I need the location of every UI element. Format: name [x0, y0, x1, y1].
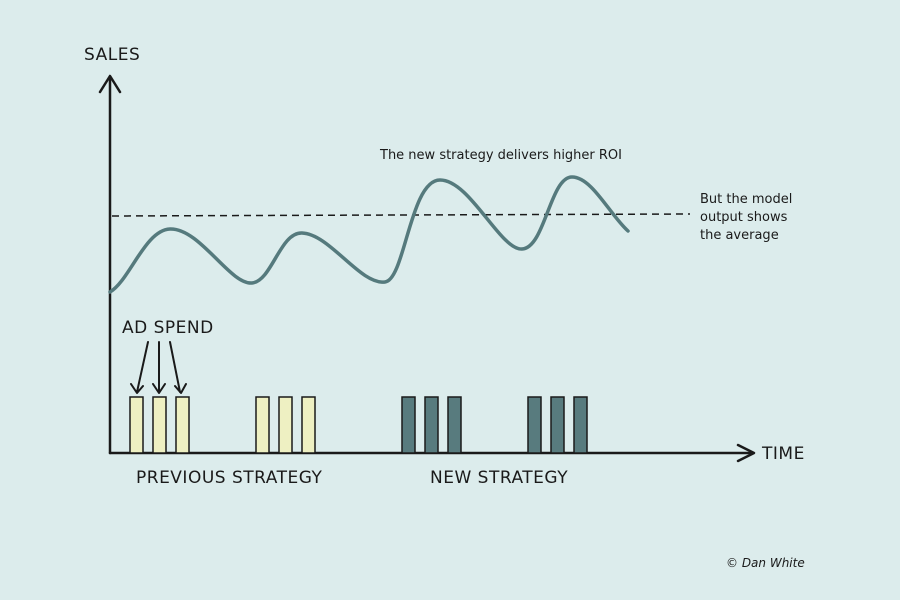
ad-bar	[550, 396, 565, 454]
arrow	[130, 341, 149, 394]
ad-spend-arrows	[130, 341, 187, 394]
ad-bar	[278, 396, 293, 454]
ad-bar	[573, 396, 588, 454]
group-label: PREVIOUS STRATEGY	[136, 468, 323, 488]
group-label: NEW STRATEGY	[430, 468, 568, 488]
ad-bar	[152, 396, 167, 454]
average-note: output shows	[700, 210, 788, 225]
average-note: But the model	[700, 192, 792, 207]
arrow	[152, 341, 166, 394]
ad-bar	[255, 396, 270, 454]
x-arrow	[736, 443, 756, 463]
ad-spend-label: AD SPEND	[122, 318, 214, 338]
ad-bar	[301, 396, 316, 454]
credit: © Dan White	[726, 556, 805, 570]
bars-previous	[129, 396, 316, 454]
y-label: SALES	[84, 45, 140, 65]
ad-bar	[175, 396, 190, 454]
arrow	[169, 341, 187, 394]
roi-note: The new strategy delivers higher ROI	[379, 148, 622, 163]
ad-bar	[447, 396, 462, 454]
average-line	[111, 213, 691, 217]
sales-curve	[108, 175, 630, 294]
x-label: TIME	[761, 444, 805, 464]
ad-bar	[401, 396, 416, 454]
y-arrow	[98, 74, 122, 94]
ad-bar	[424, 396, 439, 454]
bars-new	[401, 396, 588, 454]
average-note: the average	[700, 228, 779, 243]
ad-bar	[527, 396, 542, 454]
ad-bar	[129, 396, 144, 454]
